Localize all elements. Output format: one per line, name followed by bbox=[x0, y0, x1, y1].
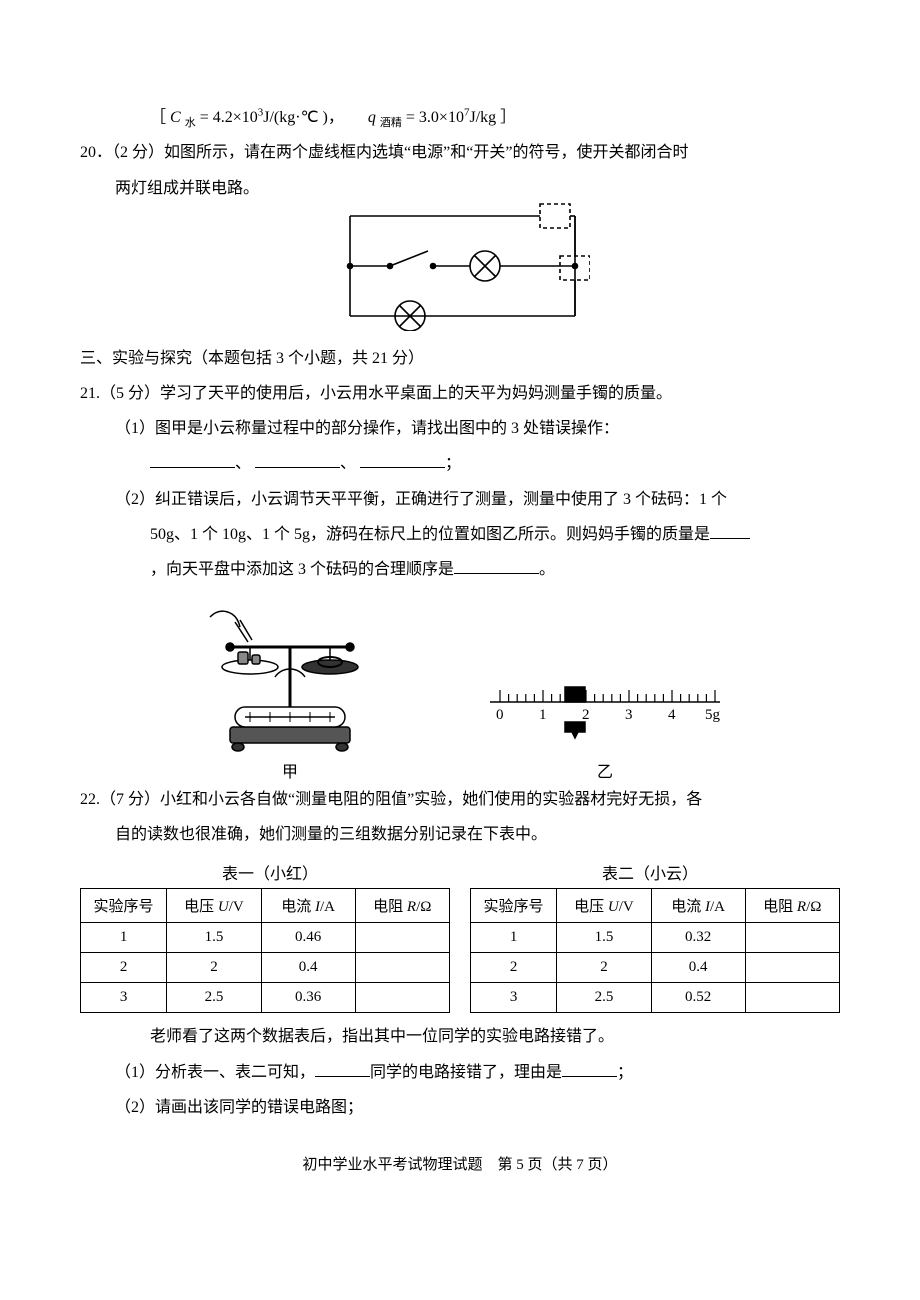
blank-3 bbox=[360, 451, 445, 468]
q22-number: 22. bbox=[80, 791, 100, 808]
table-row: 220.4 bbox=[81, 953, 450, 983]
q22-intro-a: 22.（7 分）小红和小云各自做“测量电阻的阻值”实验，她们使用的实验器材完好无… bbox=[80, 782, 840, 817]
svg-text:1: 1 bbox=[539, 707, 547, 723]
table-header-row: 实验序号 电压 U/V 电流 I/A 电阻 R/Ω bbox=[471, 889, 840, 923]
blank-mass bbox=[710, 522, 750, 539]
ruler-figure: 0 1 2 3 4 5g bbox=[480, 682, 730, 752]
q21-part1: （1）图甲是小云称量过程中的部分操作，请找出图中的 3 处错误操作： bbox=[80, 411, 840, 446]
q21-blanks: 、 、 ； bbox=[80, 446, 840, 481]
given-constants: ［ C 水 = 4.2×103J/(kg·℃ )， q 酒精 = 3.0×107… bbox=[80, 100, 840, 135]
q22-intro-b: 自的读数也很准确，她们测量的三组数据分别记录在下表中。 bbox=[80, 817, 840, 852]
svg-text:0: 0 bbox=[496, 707, 504, 723]
fig-a-label: 甲 bbox=[282, 758, 298, 782]
table-2: 实验序号 电压 U/V 电流 I/A 电阻 R/Ω 11.50.32 220.4… bbox=[470, 888, 840, 1013]
table-row: 32.50.52 bbox=[471, 983, 840, 1013]
q20-line1: 20．（2 分）如图所示，请在两个虚线框内选填“电源”和“开关”的符号，使开关都… bbox=[80, 135, 840, 170]
table-row: 11.50.32 bbox=[471, 923, 840, 953]
blank-order bbox=[454, 557, 539, 574]
balance-figure bbox=[190, 592, 390, 752]
table-row: 11.50.46 bbox=[81, 923, 450, 953]
q22-post-table: 老师看了这两个数据表后，指出其中一位同学的实验电路接错了。 bbox=[80, 1019, 840, 1054]
q21-part2-c: ，向天平盘中添加这 3 个砝码的合理顺序是。 bbox=[80, 552, 840, 587]
blank-reason bbox=[562, 1060, 617, 1077]
q21-number: 21. bbox=[80, 385, 100, 402]
blank-1 bbox=[150, 451, 235, 468]
svg-text:3: 3 bbox=[625, 707, 633, 723]
q22-points: （7 分） bbox=[100, 791, 160, 808]
page-footer: 初中学业水平考试物理试题 第 5 页（共 7 页） bbox=[80, 1153, 840, 1174]
section3-heading: 三、实验与探究（本题包括 3 个小题，共 21 分） bbox=[80, 341, 840, 376]
q20-points: （2 分） bbox=[112, 144, 164, 161]
blank-2 bbox=[255, 451, 340, 468]
q21-intro: 21.（5 分）学习了天平的使用后，小云用水平桌面上的天平为妈妈测量手镯的质量。 bbox=[80, 376, 840, 411]
table-1: 实验序号 电压 U/V 电流 I/A 电阻 R/Ω 11.50.46 220.4… bbox=[80, 888, 450, 1013]
q21-points: （5 分） bbox=[100, 385, 160, 402]
circuit-diagram bbox=[330, 201, 590, 331]
blank-student bbox=[315, 1060, 370, 1077]
svg-text:4: 4 bbox=[668, 707, 676, 723]
table-row: 220.4 bbox=[471, 953, 840, 983]
table-header-row: 实验序号 电压 U/V 电流 I/A 电阻 R/Ω bbox=[81, 889, 450, 923]
table1-caption: 表一（小红） bbox=[222, 860, 318, 884]
q20-number: 20． bbox=[80, 144, 112, 161]
svg-text:2: 2 bbox=[582, 707, 590, 723]
q21-part2-a: （2）纠正错误后，小云调节天平平衡，正确进行了测量，测量中使用了 3 个砝码：1… bbox=[80, 482, 840, 517]
table-row: 32.50.36 bbox=[81, 983, 450, 1013]
fig-b-label: 乙 bbox=[597, 758, 613, 782]
q22-part2: （2）请画出该同学的错误电路图； bbox=[80, 1090, 840, 1125]
table2-caption: 表二（小云） bbox=[602, 860, 698, 884]
q22-part1: （1）分析表一、表二可知，同学的电路接错了，理由是； bbox=[80, 1055, 840, 1090]
svg-text:5g: 5g bbox=[705, 707, 721, 723]
q21-part2-b: 50g、1 个 10g、1 个 5g，游码在标尺上的位置如图乙所示。则妈妈手镯的… bbox=[80, 517, 840, 552]
